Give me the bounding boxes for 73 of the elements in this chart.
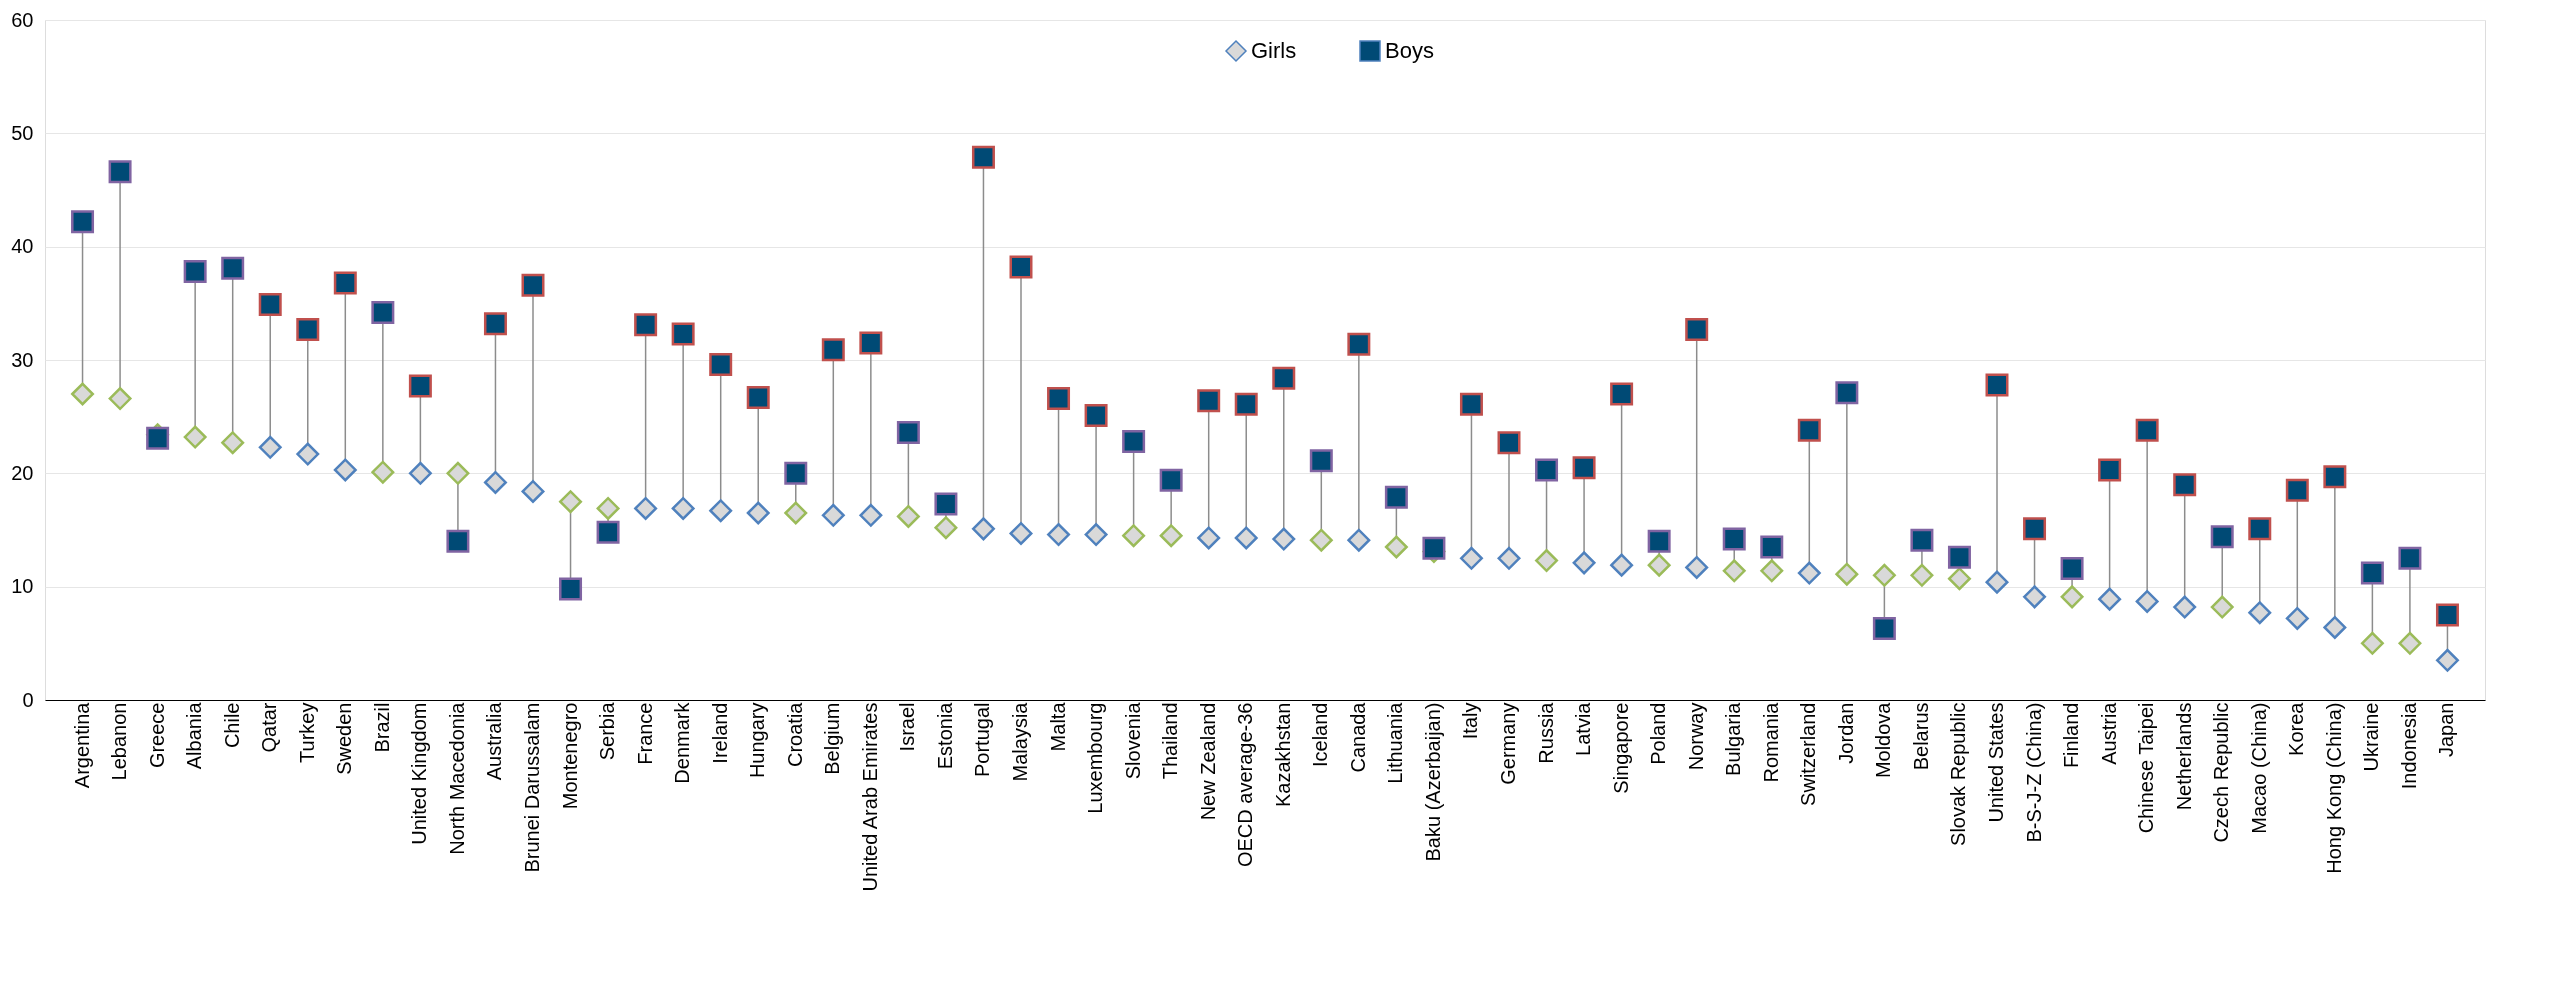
x-tick-label: Qatar [258, 702, 281, 753]
x-tick-label: Czech Republic [2210, 702, 2233, 843]
x-tick-label: Slovenia [1121, 701, 1144, 780]
y-tick-label: 30 [11, 348, 34, 371]
y-tick-label: 10 [11, 575, 34, 598]
x-tick-label: Belgium [821, 702, 844, 775]
x-tick-label: France [633, 702, 656, 765]
x-tick-label: United States [1985, 702, 2007, 823]
y-tick-label: 50 [11, 121, 34, 144]
x-tick-label: Greece [145, 702, 168, 769]
y-tick-label: 60 [11, 8, 34, 31]
x-tick-label: Moldova [1872, 701, 1895, 779]
x-tick-label: Austria [2097, 701, 2120, 765]
x-tick-label: Bulgaria [1722, 701, 1745, 776]
x-tick-label: Hong Kong (China) [2322, 702, 2345, 874]
x-tick-label: Latvia [1572, 701, 1595, 756]
x-tick-label: Slovak Republic [1947, 702, 1970, 846]
x-tick-label: Brazil [370, 702, 393, 753]
x-tick-label: B-S-J-Z (China) [2022, 702, 2045, 843]
y-tick-label: 20 [11, 461, 34, 484]
x-tick-label: Malta [1046, 701, 1069, 752]
x-tick-label: Ukraine [2360, 702, 2383, 772]
x-tick-label: Albania [183, 701, 206, 770]
x-tick-label: Malaysia [1009, 701, 1031, 782]
x-tick-label: Sweden [333, 702, 356, 775]
x-tick-label: Japan [2435, 702, 2458, 757]
x-tick-label: Lithuania [1384, 701, 1407, 784]
x-tick-label: United Arab Emirates [858, 702, 881, 892]
x-tick-label: Israel [896, 702, 919, 752]
x-tick-label: Serbia [596, 701, 619, 761]
x-tick-label: Thailand [1159, 702, 1182, 780]
x-tick-label: Baku (Azerbaijan) [1421, 702, 1444, 862]
x-tick-label: Australia [483, 701, 506, 781]
x-tick-label: Iceland [1309, 702, 1332, 767]
x-tick-label: Montenegro [558, 702, 581, 810]
legend-label: Boys [1385, 38, 1434, 63]
x-tick-label: Ireland [708, 702, 731, 764]
x-tick-label: Argentina [70, 701, 93, 789]
x-tick-label: Poland [1647, 702, 1670, 765]
x-tick-label: North Macedonia [445, 701, 468, 855]
x-tick-label: Luxembourg [1084, 702, 1107, 814]
legend-label: Girls [1251, 38, 1297, 63]
x-tick-label: OECD average-36 [1234, 702, 1257, 868]
x-tick-label: Chile [220, 702, 243, 749]
x-tick-label: Indonesia [2397, 701, 2420, 790]
x-tick-label: Norway [1684, 702, 1707, 771]
x-tick-label: Lebanon [108, 702, 131, 781]
x-tick-label: Turkey [295, 702, 318, 763]
x-tick-label: Estonia [933, 701, 956, 770]
x-tick-label: Croatia [783, 701, 806, 767]
x-tick-label: New Zealand [1196, 702, 1219, 821]
x-tick-label: Brunei Darussalam [521, 702, 543, 873]
x-tick-label: Denmark [671, 701, 694, 784]
x-tick-label: Singapore [1609, 702, 1632, 794]
x-tick-label: Switzerland [1797, 702, 1820, 806]
x-tick-label: Hungary [746, 702, 769, 779]
x-tick-label: Jordan [1834, 702, 1857, 764]
y-tick-label: 40 [11, 235, 34, 258]
x-tick-label: Korea [2285, 701, 2308, 756]
x-tick-label: Germany [1497, 702, 1519, 785]
x-tick-label: Italy [1459, 702, 1482, 740]
x-tick-label: Russia [1534, 701, 1557, 764]
x-tick-label: Kazakhstan [1271, 702, 1294, 808]
x-tick-label: Portugal [971, 702, 994, 777]
x-tick-label: Romania [1759, 701, 1782, 783]
x-tick-label: United Kingdom [408, 702, 431, 845]
x-tick-label: Canada [1346, 701, 1369, 773]
x-tick-label: Belarus [1909, 702, 1932, 771]
x-tick-label: Chinese Taipei [2135, 702, 2158, 834]
x-tick-label: Macao (China) [2247, 702, 2270, 834]
x-tick-label: Finland [2060, 702, 2083, 769]
x-tick-label: Netherlands [2172, 702, 2195, 811]
y-tick-label: 0 [22, 688, 34, 711]
